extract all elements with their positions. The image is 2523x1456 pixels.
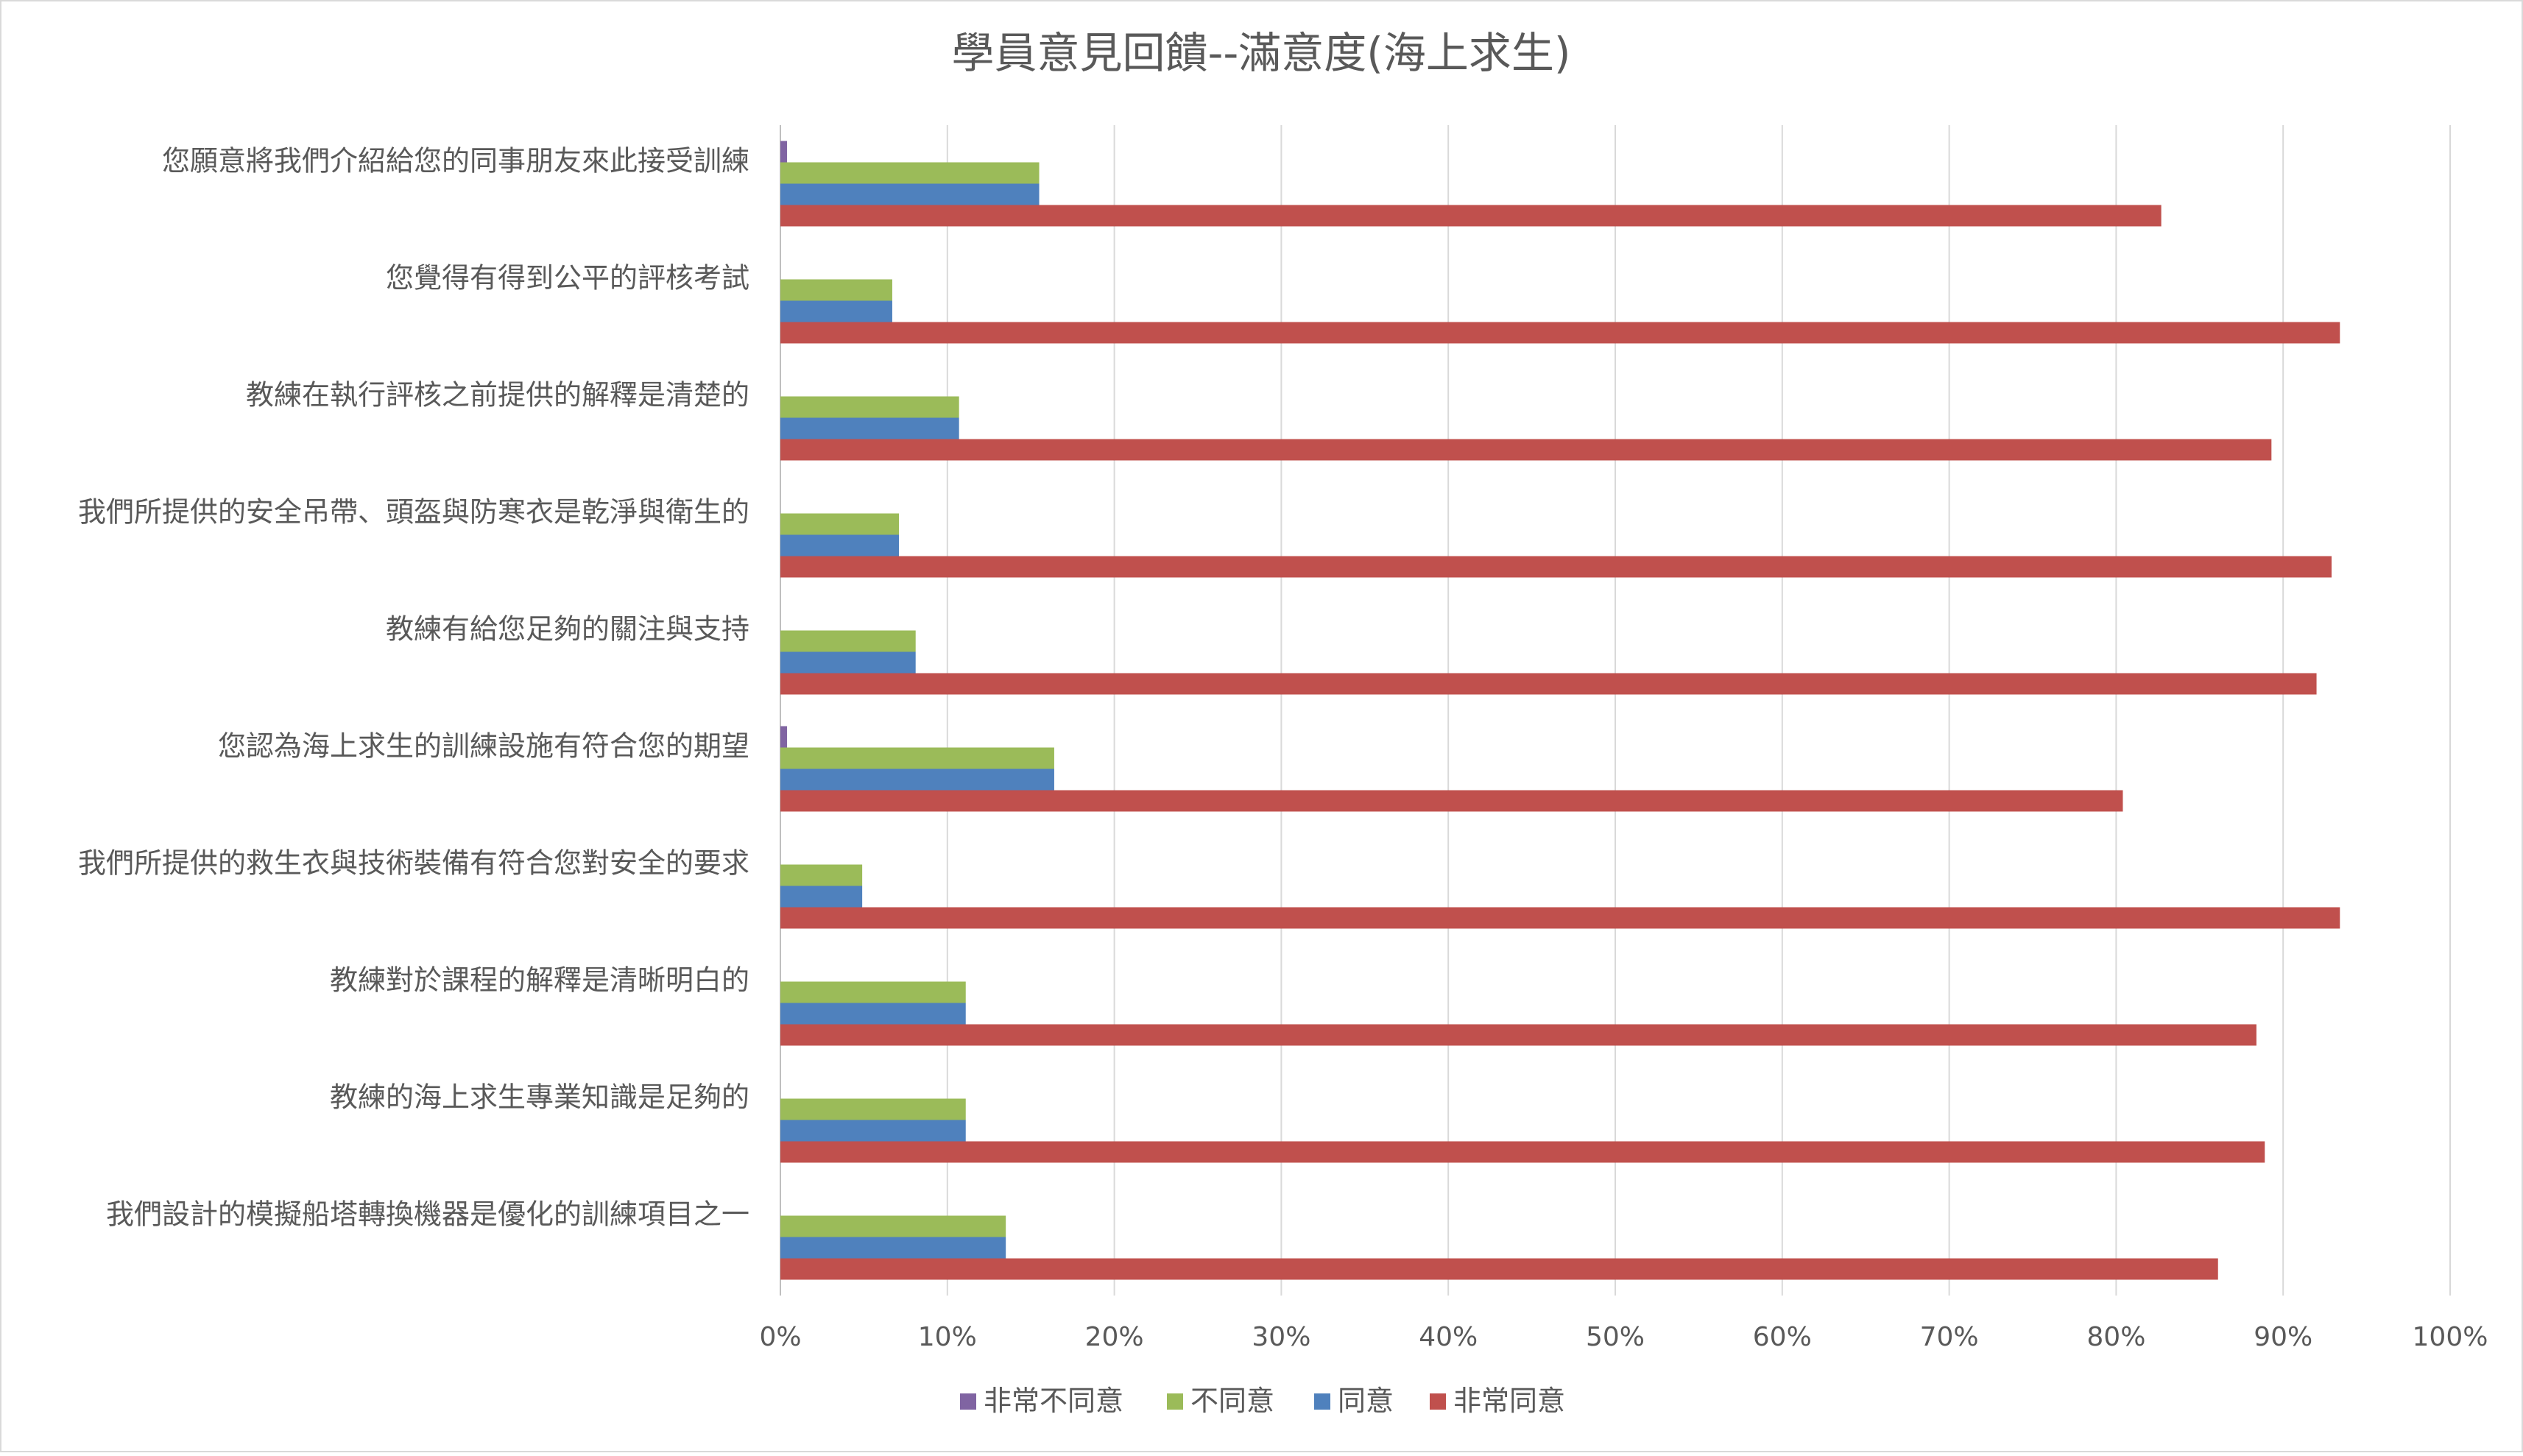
legend-label: 不同意 bbox=[1190, 1385, 1274, 1417]
bar bbox=[780, 396, 959, 418]
bar bbox=[780, 141, 788, 163]
bar bbox=[780, 534, 900, 556]
category-label: 我們所提供的安全吊帶、頭盔與防寒衣是乾淨與衛生的 bbox=[78, 496, 749, 529]
x-tick-label: 40% bbox=[1419, 1322, 1478, 1352]
bar bbox=[780, 747, 1054, 769]
x-tick-label: 90% bbox=[2254, 1322, 2312, 1352]
bars bbox=[780, 141, 2340, 1280]
category-label: 教練的海上求生專業知識是足夠的 bbox=[330, 1081, 749, 1114]
bar bbox=[780, 1098, 966, 1120]
legend-label: 非常同意 bbox=[1453, 1385, 1565, 1417]
bar bbox=[780, 1237, 1006, 1259]
bar bbox=[780, 630, 916, 652]
x-tick-label: 100% bbox=[2413, 1322, 2488, 1352]
x-tick-label: 20% bbox=[1085, 1322, 1144, 1352]
bar bbox=[780, 790, 2123, 812]
bar bbox=[780, 183, 1040, 205]
legend-label: 同意 bbox=[1338, 1385, 1394, 1417]
chart-title: 學員意見回饋--滿意度(海上求生) bbox=[951, 28, 1570, 78]
category-label: 我們設計的模擬船塔轉換機器是優化的訓練項目之一 bbox=[106, 1198, 749, 1231]
x-tick-label: 0% bbox=[759, 1322, 801, 1352]
bar bbox=[780, 673, 2317, 695]
bar bbox=[780, 1024, 2256, 1046]
category-label: 教練對於課程的解釋是清晰明白的 bbox=[330, 964, 749, 997]
bar bbox=[780, 1141, 2265, 1163]
x-tick-label: 70% bbox=[1920, 1322, 1979, 1352]
bar bbox=[780, 300, 892, 322]
bar bbox=[780, 1258, 2218, 1280]
bar bbox=[780, 439, 2272, 461]
bar bbox=[780, 768, 1054, 791]
category-label: 您認為海上求生的訓練設施有符合您的期望 bbox=[218, 730, 749, 763]
bar bbox=[780, 279, 892, 301]
bar bbox=[780, 907, 2340, 929]
x-tick-label: 10% bbox=[918, 1322, 977, 1352]
legend-swatch bbox=[960, 1393, 976, 1410]
bar bbox=[780, 556, 2332, 578]
legend-swatch bbox=[1167, 1393, 1183, 1410]
x-axis-ticks: 0% 10% 20% 30% 40% 50% 60% 70% 80% 90% 100% bbox=[759, 1322, 2488, 1352]
category-label: 您覺得有得到公平的評核考試 bbox=[386, 262, 749, 294]
bar bbox=[780, 651, 916, 674]
legend-swatch bbox=[1314, 1393, 1330, 1410]
bar bbox=[780, 981, 966, 1003]
bar bbox=[780, 886, 863, 908]
bar bbox=[780, 162, 1040, 184]
bar bbox=[780, 864, 863, 886]
category-label: 我們所提供的救生衣與技術裝備有符合您對安全的要求 bbox=[78, 847, 749, 880]
bar bbox=[780, 726, 788, 748]
category-label: 教練在執行評核之前提供的解釋是清楚的 bbox=[246, 379, 749, 411]
category-label: 您願意將我們介紹給您的同事朋友來此接受訓練 bbox=[162, 145, 749, 177]
legend-label: 非常不同意 bbox=[984, 1385, 1123, 1417]
bar bbox=[780, 205, 2162, 227]
x-tick-label: 80% bbox=[2086, 1322, 2145, 1352]
x-tick-label: 30% bbox=[1252, 1322, 1310, 1352]
legend: 非常不同意 不同意 同意 非常同意 bbox=[960, 1385, 1565, 1417]
bar bbox=[780, 322, 2340, 344]
legend-swatch bbox=[1430, 1393, 1446, 1410]
bar bbox=[780, 417, 959, 439]
category-label: 教練有給您足夠的關注與支持 bbox=[386, 613, 749, 646]
bar bbox=[780, 1215, 1006, 1237]
category-labels: 您願意將我們介紹給您的同事朋友來此接受訓練您覺得有得到公平的評核考試教練在執行評… bbox=[78, 145, 749, 1231]
bar bbox=[780, 1120, 966, 1142]
bar bbox=[780, 1003, 966, 1025]
x-tick-label: 60% bbox=[1753, 1322, 1812, 1352]
x-tick-label: 50% bbox=[1586, 1322, 1645, 1352]
bar bbox=[780, 513, 900, 535]
